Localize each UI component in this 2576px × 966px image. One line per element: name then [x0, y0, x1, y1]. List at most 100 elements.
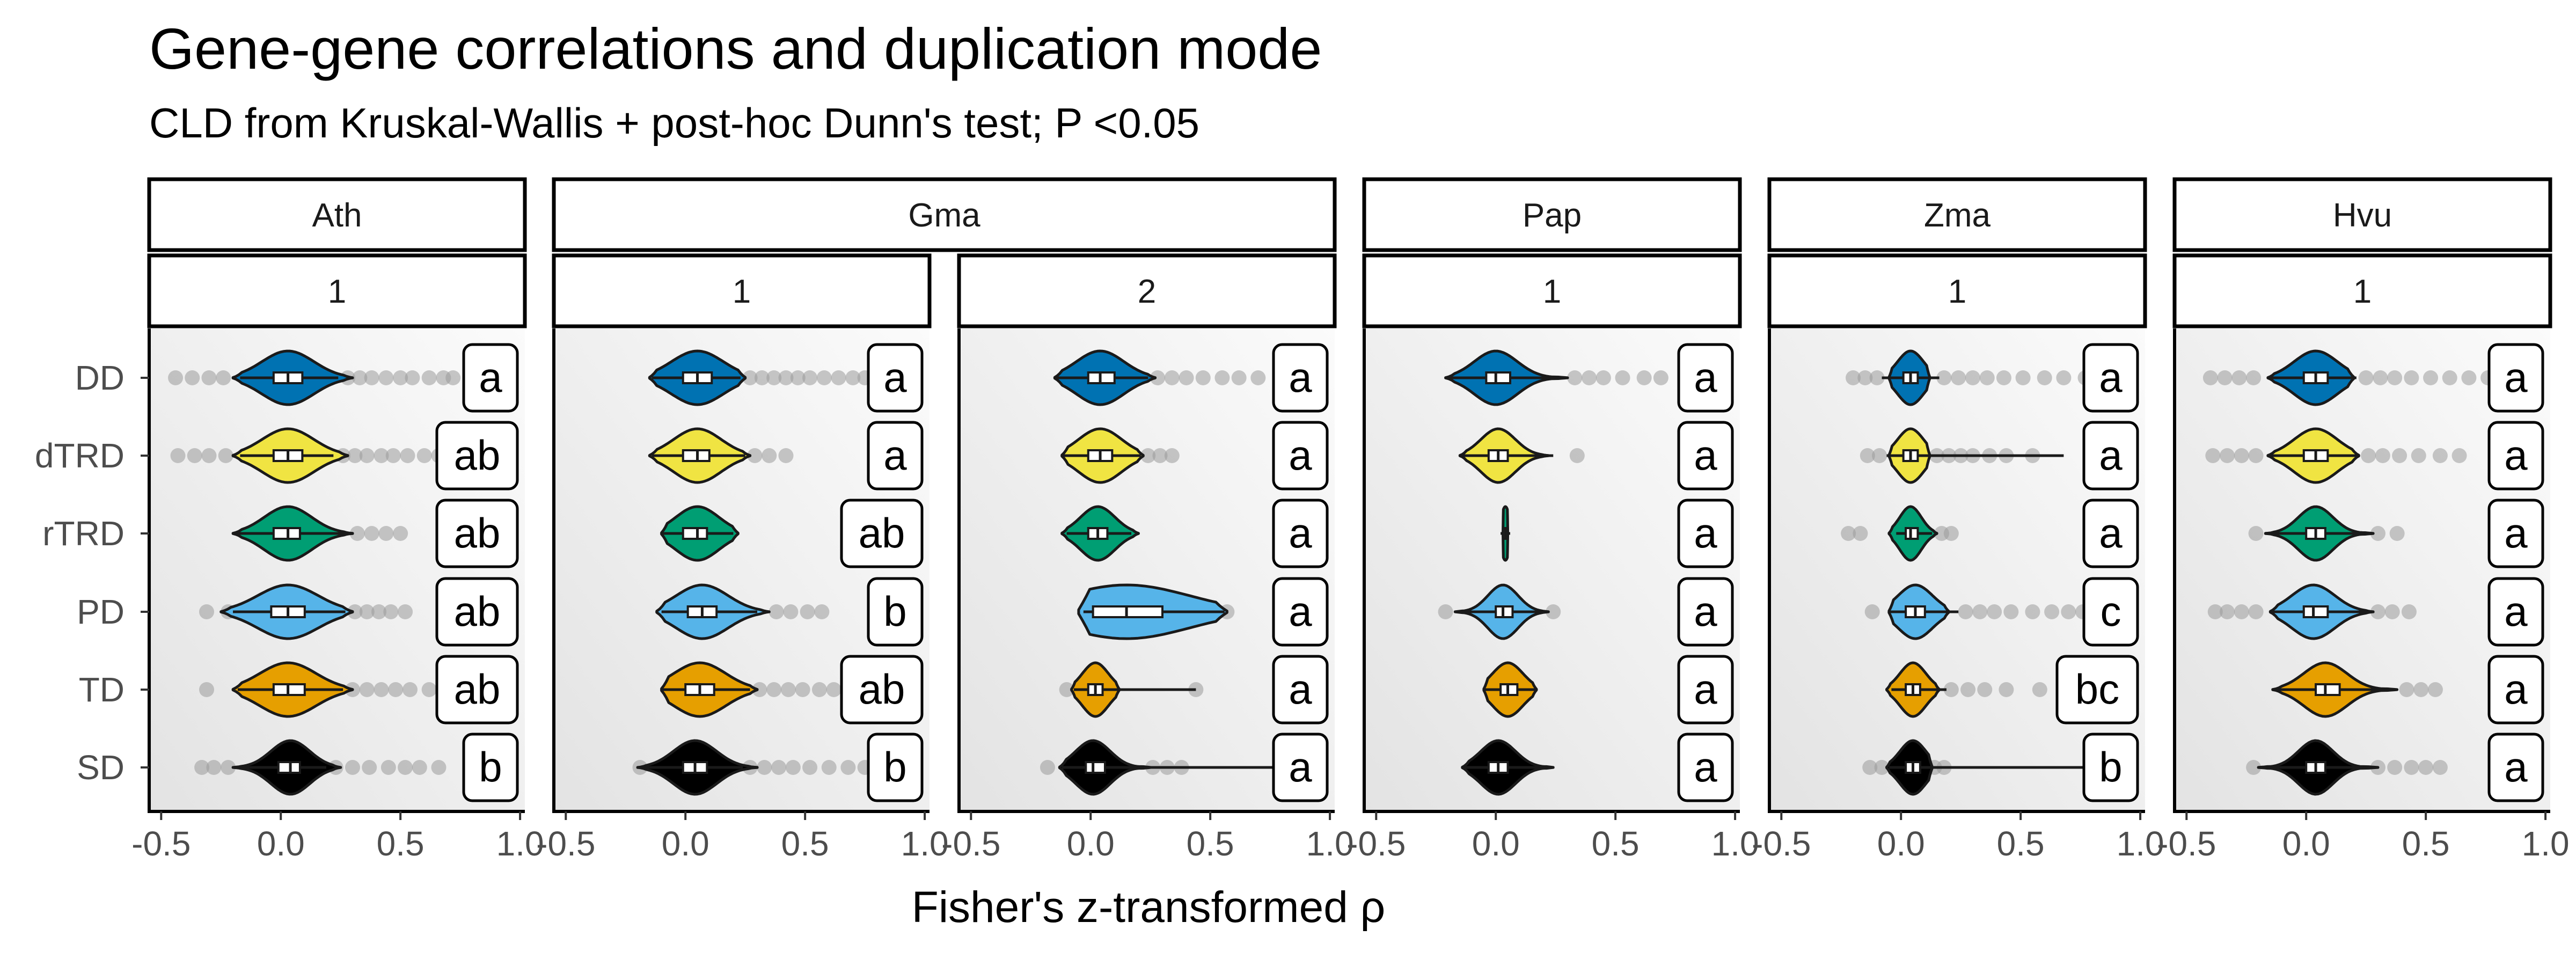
cld-label: a [2099, 354, 2123, 401]
outlier-point [1999, 682, 2014, 697]
cld-label: ab [859, 509, 905, 557]
cld-label: a [883, 354, 907, 401]
cld-label: a [1694, 354, 1717, 401]
cld-label-box [2082, 577, 2139, 647]
outlier-point [1164, 448, 1180, 463]
cld-label-box [2082, 421, 2139, 491]
outlier-point [359, 682, 375, 697]
outlier-point [1596, 370, 1611, 385]
y-tick-label: SD [77, 748, 125, 787]
panel-background [554, 328, 930, 811]
cld-label: a [2099, 509, 2123, 557]
cld-label-box [2082, 733, 2139, 802]
y-tick-label: rTRD [42, 514, 125, 553]
outlier-point [2361, 448, 2376, 463]
outlier-point [2411, 448, 2426, 463]
strip-hvu: Hvu [2172, 177, 2552, 252]
series-td: a [2271, 655, 2544, 724]
series-sd: b [632, 733, 924, 802]
outlier-point [2231, 370, 2247, 385]
cld-label: c [2101, 588, 2121, 635]
strip-box [2172, 177, 2552, 252]
outlier-point [1140, 448, 1156, 463]
x-tick-label: -0.5 [536, 824, 595, 863]
outlier-point [795, 682, 810, 697]
cld-label-box [435, 577, 519, 647]
strip-label: 1 [733, 273, 751, 310]
outlier-point [201, 448, 217, 463]
series-sd: b [1862, 733, 2139, 802]
outlier-point [821, 760, 837, 775]
outlier-point [1438, 604, 1453, 619]
outlier-point [742, 370, 758, 385]
outlier-point [802, 370, 818, 385]
outlier-point [2413, 682, 2429, 697]
outlier-point [352, 370, 368, 385]
cld-label-box [1677, 655, 1734, 724]
panel-background [2175, 328, 2550, 811]
cld-label-box [1272, 343, 1329, 413]
cld-label-box [1272, 733, 1329, 802]
outlier-point [2003, 604, 2019, 619]
cld-label: ab [454, 665, 501, 713]
strip-label: 1 [1543, 273, 1561, 310]
x-tick-label: 1.0 [1306, 824, 1354, 863]
outlier-point [362, 760, 377, 775]
outlier-point [380, 760, 396, 775]
outlier-point [383, 604, 399, 619]
cld-label-box [435, 655, 519, 724]
cld-label: a [1694, 665, 1717, 713]
cld-label-box [2082, 343, 2139, 413]
outlier-point [1872, 448, 1887, 463]
series-rtrd: a [1841, 499, 2139, 568]
outlier-point [364, 526, 379, 541]
outlier-point [1250, 370, 1266, 385]
series-sd: a [2246, 733, 2544, 802]
cld-label: a [2099, 431, 2123, 479]
outlier-point [2217, 370, 2233, 385]
panel-gma-1: 1 -0.5 0.0 0.5 1.0 aa ab b ab b [536, 253, 949, 863]
x-tick-label: -0.5 [131, 824, 191, 863]
outlier-point [1857, 370, 1873, 385]
cld-label-box [1677, 577, 1734, 647]
strip-pap: Pap [1362, 177, 1742, 252]
outlier-point [2427, 682, 2443, 697]
outlier-point [845, 370, 861, 385]
outlier-point [757, 760, 772, 775]
outlier-point [2370, 526, 2385, 541]
outlier-point [431, 760, 447, 775]
outlier-point [398, 760, 413, 775]
outlier-point [1150, 370, 1166, 385]
outlier-point [2234, 448, 2249, 463]
x-tick-label: 0.5 [1997, 824, 2045, 863]
outlier-point [2399, 682, 2414, 697]
outlier-point [402, 682, 418, 697]
outlier-point [2220, 604, 2235, 619]
outlier-point [378, 526, 394, 541]
strip-label: 1 [2353, 273, 2372, 310]
cld-label: a [1694, 509, 1717, 557]
outlier-point [2246, 370, 2262, 385]
outlier-point [216, 370, 231, 385]
outlier-point [168, 370, 184, 385]
outlier-point [1567, 370, 1583, 385]
outlier-point [1179, 370, 1194, 385]
strip-label: Gma [908, 197, 980, 234]
outlier-point [2401, 604, 2417, 619]
outlier-point [1653, 370, 1668, 385]
outlier-point [374, 682, 389, 697]
series-pd: a [1438, 577, 1734, 647]
strip-box [1767, 177, 2147, 252]
strip-label: 2 [1138, 273, 1156, 310]
outlier-point [1841, 526, 1856, 541]
outlier-point [1546, 604, 1561, 619]
strip-zma: Zma [1767, 177, 2147, 252]
cld-label: a [2504, 509, 2528, 557]
outlier-point [2461, 370, 2477, 385]
series-dtrd: a [1060, 421, 1329, 491]
cld-label-box [1272, 577, 1329, 647]
outlier-point [2061, 604, 2076, 619]
outlier-point [2248, 526, 2264, 541]
